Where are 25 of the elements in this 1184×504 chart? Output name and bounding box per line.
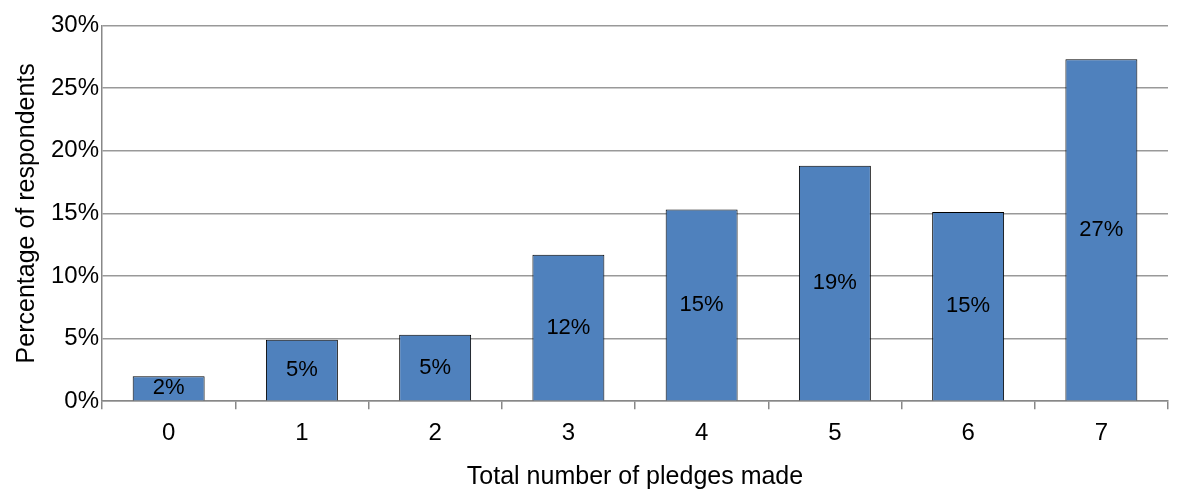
data-label: 12% bbox=[546, 313, 591, 339]
x-axis-title: Total number of pledges made bbox=[466, 460, 804, 489]
y-tick-label: 15% bbox=[50, 197, 100, 225]
x-tick-label: 6 bbox=[961, 418, 975, 446]
y-tick-label: 30% bbox=[50, 10, 100, 38]
x-tick-label: 1 bbox=[295, 418, 309, 446]
x-tick-label: 0 bbox=[161, 418, 176, 446]
y-tick-label: 25% bbox=[50, 72, 100, 100]
x-tick-label: 7 bbox=[1094, 418, 1109, 446]
data-label: 27% bbox=[1079, 215, 1124, 241]
data-label: 2% bbox=[152, 374, 185, 400]
data-label: 15% bbox=[679, 291, 724, 317]
y-tick-label: 10% bbox=[50, 260, 100, 288]
y-tick-label: 20% bbox=[50, 135, 100, 163]
data-label: 19% bbox=[812, 269, 857, 295]
y-tick-label: 5% bbox=[64, 323, 100, 351]
x-tick-label: 2 bbox=[428, 418, 442, 446]
y-tick-label: 0% bbox=[64, 385, 100, 413]
data-label: 5% bbox=[286, 356, 318, 382]
x-tick-label: 5 bbox=[828, 418, 842, 446]
data-label: 5% bbox=[419, 353, 452, 379]
data-label: 15% bbox=[946, 292, 991, 318]
y-axis-title: Percentage of respondents bbox=[10, 63, 39, 364]
x-tick-label: 3 bbox=[561, 418, 576, 446]
x-tick-label: 4 bbox=[694, 418, 709, 446]
